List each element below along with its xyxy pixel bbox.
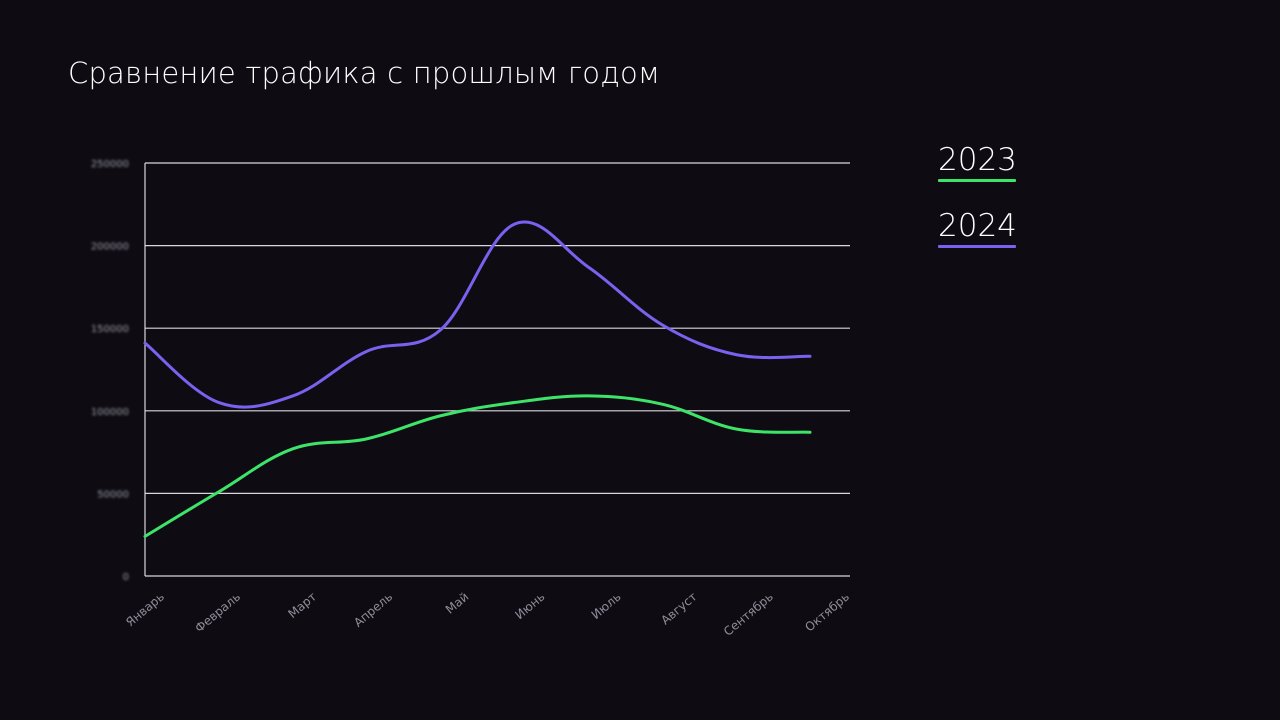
legend-label: 2024 [938,208,1017,244]
legend-item-2024: 2024 [938,208,1017,248]
x-axis: Январь Февраль Март Апрель Май Июнь Июль Август… [123,590,852,639]
legend-label: 2023 [938,142,1017,178]
x-tick-label: Август [658,590,699,628]
y-tick-label: 250000 [91,159,129,170]
legend-swatch [938,245,1016,248]
x-tick-label: Январь [123,590,167,630]
series-lines [143,220,812,538]
y-axis: 0 50000 100000 150000 200000 250000 [91,159,146,583]
x-tick-label: Февраль [192,590,243,636]
chart-title: Сравнение трафика с прошлым годом [68,56,661,90]
y-tick-label: 150000 [91,324,129,335]
grid-lines [145,162,850,577]
legend-swatch [938,179,1016,182]
x-tick-label: Апрель [351,590,395,630]
legend-item-2023: 2023 [938,142,1017,182]
y-tick-label: 50000 [97,489,129,500]
y-tick-label: 0 [123,572,129,583]
x-tick-label: Март [285,590,319,622]
x-tick-label: Октябрь [802,590,852,635]
y-tick-label: 200000 [91,242,129,253]
x-tick-label: Июль [589,590,624,622]
x-tick-label: Июнь [512,590,547,623]
series-line-2023 [143,394,812,538]
series-line-2024 [143,220,812,409]
x-tick-label: Май [443,590,472,617]
y-tick-label: 100000 [91,407,129,418]
x-tick-label: Сентябрь [721,590,776,639]
